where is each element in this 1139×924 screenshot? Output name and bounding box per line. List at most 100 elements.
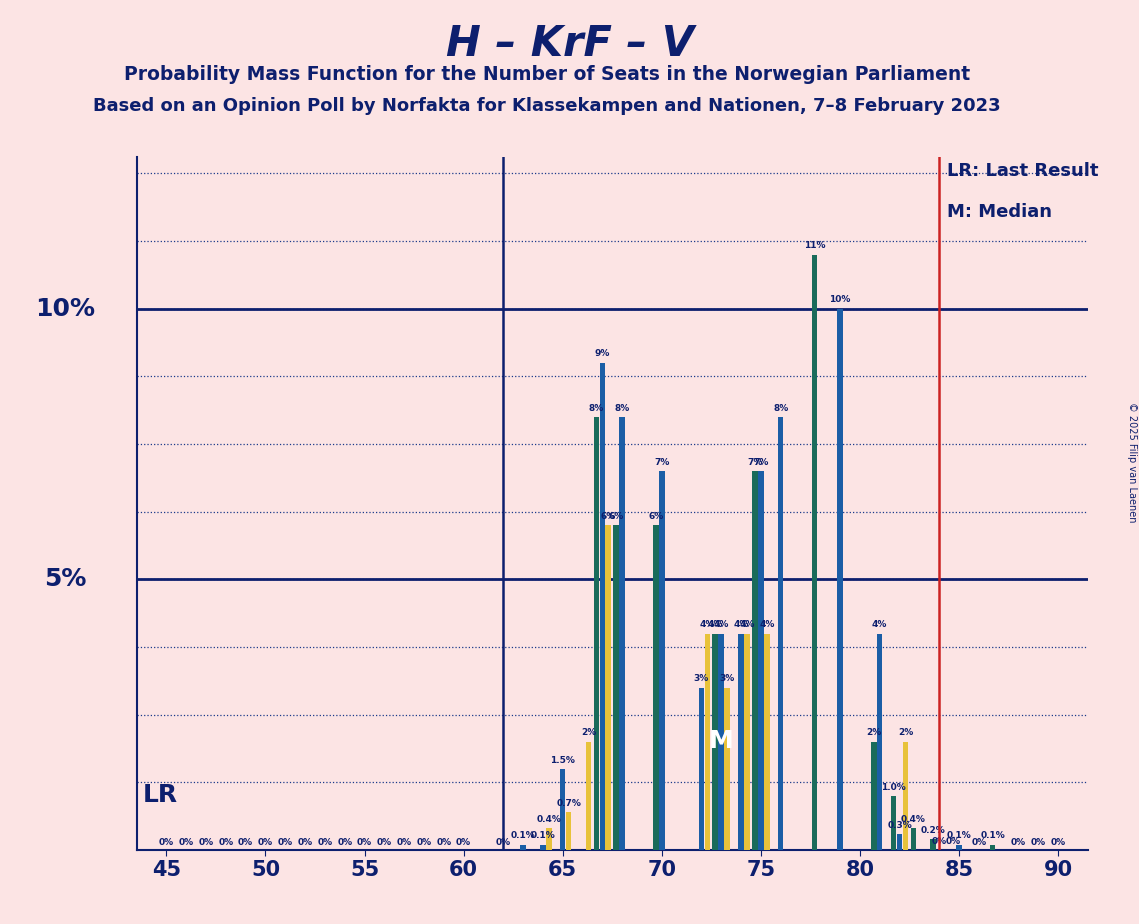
Text: 6%: 6%: [648, 512, 663, 521]
Text: 7%: 7%: [753, 457, 769, 467]
Text: 0%: 0%: [1050, 838, 1066, 847]
Text: 0%: 0%: [198, 838, 214, 847]
Text: 10%: 10%: [35, 297, 96, 321]
Bar: [896, 833, 902, 850]
Text: M: Median: M: Median: [947, 203, 1052, 221]
Text: 1.5%: 1.5%: [550, 756, 575, 764]
Text: Probability Mass Function for the Number of Seats in the Norwegian Parliament: Probability Mass Function for the Number…: [124, 65, 969, 84]
Bar: [560, 769, 565, 850]
Text: 4%: 4%: [759, 620, 775, 629]
Text: 11%: 11%: [803, 241, 825, 250]
Bar: [812, 254, 817, 850]
Text: H – KrF – V: H – KrF – V: [445, 23, 694, 65]
Text: 0%: 0%: [377, 838, 392, 847]
Text: LR: Last Result: LR: Last Result: [947, 163, 1099, 180]
Bar: [931, 839, 936, 850]
Text: 0%: 0%: [357, 838, 372, 847]
Text: 2%: 2%: [581, 728, 596, 737]
Bar: [759, 471, 763, 850]
Text: 0%: 0%: [179, 838, 194, 847]
Bar: [956, 845, 961, 850]
Text: 0%: 0%: [972, 838, 986, 847]
Bar: [620, 417, 625, 850]
Bar: [744, 634, 749, 850]
Text: 4%: 4%: [713, 620, 729, 629]
Bar: [891, 796, 896, 850]
Text: 0%: 0%: [945, 837, 960, 845]
Bar: [705, 634, 710, 850]
Text: 0.4%: 0.4%: [536, 815, 562, 824]
Text: 0.4%: 0.4%: [901, 815, 926, 824]
Text: 0.1%: 0.1%: [531, 832, 555, 840]
Text: 6%: 6%: [600, 512, 616, 521]
Text: 0%: 0%: [495, 838, 510, 847]
Bar: [738, 634, 744, 850]
Text: 0%: 0%: [257, 838, 273, 847]
Bar: [593, 417, 599, 850]
Bar: [719, 634, 724, 850]
Text: 4%: 4%: [872, 620, 887, 629]
Text: 4%: 4%: [734, 620, 748, 629]
Text: 0.1%: 0.1%: [510, 832, 535, 840]
Text: 0.3%: 0.3%: [887, 821, 912, 830]
Text: 8%: 8%: [773, 404, 788, 413]
Bar: [910, 829, 916, 850]
Bar: [546, 829, 551, 850]
Text: 10%: 10%: [829, 296, 851, 304]
Bar: [698, 687, 704, 850]
Text: 4%: 4%: [739, 620, 755, 629]
Text: 0%: 0%: [396, 838, 411, 847]
Text: 7%: 7%: [654, 457, 670, 467]
Text: 0.2%: 0.2%: [920, 826, 945, 835]
Bar: [871, 742, 877, 850]
Text: 0%: 0%: [932, 837, 947, 845]
Text: 0%: 0%: [456, 838, 472, 847]
Text: 0%: 0%: [1031, 838, 1046, 847]
Bar: [606, 525, 611, 850]
Text: 5%: 5%: [44, 567, 87, 591]
Text: 0%: 0%: [337, 838, 352, 847]
Text: 1.0%: 1.0%: [882, 783, 906, 792]
Bar: [653, 525, 658, 850]
Text: 0%: 0%: [417, 838, 432, 847]
Bar: [599, 363, 605, 850]
Bar: [752, 471, 757, 850]
Text: 4%: 4%: [707, 620, 723, 629]
Text: 8%: 8%: [615, 404, 630, 413]
Text: LR: LR: [142, 783, 178, 807]
Bar: [778, 417, 784, 850]
Text: 2%: 2%: [866, 728, 882, 737]
Bar: [585, 742, 591, 850]
Text: 3%: 3%: [694, 675, 708, 684]
Text: 0%: 0%: [278, 838, 293, 847]
Text: © 2025 Filip van Laenen: © 2025 Filip van Laenen: [1126, 402, 1137, 522]
Bar: [659, 471, 664, 850]
Bar: [614, 525, 618, 850]
Bar: [540, 845, 546, 850]
Text: 0%: 0%: [297, 838, 313, 847]
Bar: [837, 309, 843, 850]
Text: 9%: 9%: [595, 349, 611, 359]
Text: 4%: 4%: [699, 620, 715, 629]
Text: 0.1%: 0.1%: [947, 832, 972, 840]
Bar: [877, 634, 883, 850]
Text: 0%: 0%: [219, 838, 233, 847]
Text: M: M: [708, 729, 734, 753]
Text: Based on an Opinion Poll by Norfakta for Klassekampen and Nationen, 7–8 February: Based on an Opinion Poll by Norfakta for…: [93, 97, 1000, 115]
Text: 0.1%: 0.1%: [981, 832, 1005, 840]
Text: 6%: 6%: [608, 512, 624, 521]
Text: 0.7%: 0.7%: [556, 799, 581, 808]
Text: 0%: 0%: [318, 838, 333, 847]
Text: 7%: 7%: [747, 457, 762, 467]
Bar: [764, 634, 770, 850]
Text: 0%: 0%: [238, 838, 253, 847]
Text: 0%: 0%: [436, 838, 451, 847]
Text: 0%: 0%: [158, 838, 174, 847]
Text: 8%: 8%: [589, 404, 604, 413]
Bar: [521, 845, 526, 850]
Bar: [566, 812, 572, 850]
Bar: [903, 742, 908, 850]
Text: 0%: 0%: [1010, 838, 1026, 847]
Bar: [990, 845, 995, 850]
Bar: [713, 634, 718, 850]
